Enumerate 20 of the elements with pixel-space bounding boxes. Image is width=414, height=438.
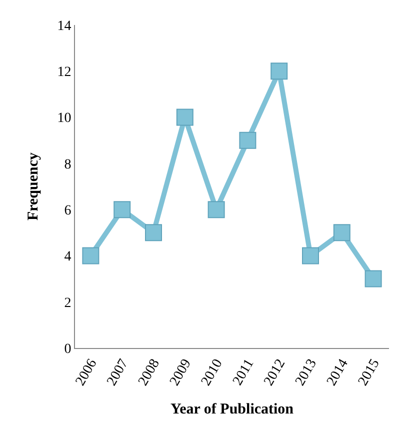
y-tick-label: 2	[64, 296, 72, 311]
y-tick-label: 10	[57, 111, 72, 126]
y-tick-label: 0	[64, 342, 72, 357]
y-tick-label: 4	[64, 250, 72, 265]
point	[208, 201, 225, 218]
point	[145, 224, 162, 242]
y-tick-label: 14	[57, 18, 72, 34]
point	[239, 132, 256, 149]
point	[114, 201, 131, 218]
point	[176, 108, 194, 126]
point	[82, 247, 100, 264]
y-tick-label: 6	[64, 203, 72, 218]
y-axis-title: Frequency	[25, 152, 42, 221]
point	[364, 270, 382, 288]
y-tick-label: 12	[57, 65, 72, 80]
x-axis-title: Year of Publication	[170, 402, 294, 418]
y-tick-label: 8	[64, 157, 72, 172]
point	[270, 62, 288, 80]
point	[333, 224, 350, 242]
point	[302, 247, 319, 264]
